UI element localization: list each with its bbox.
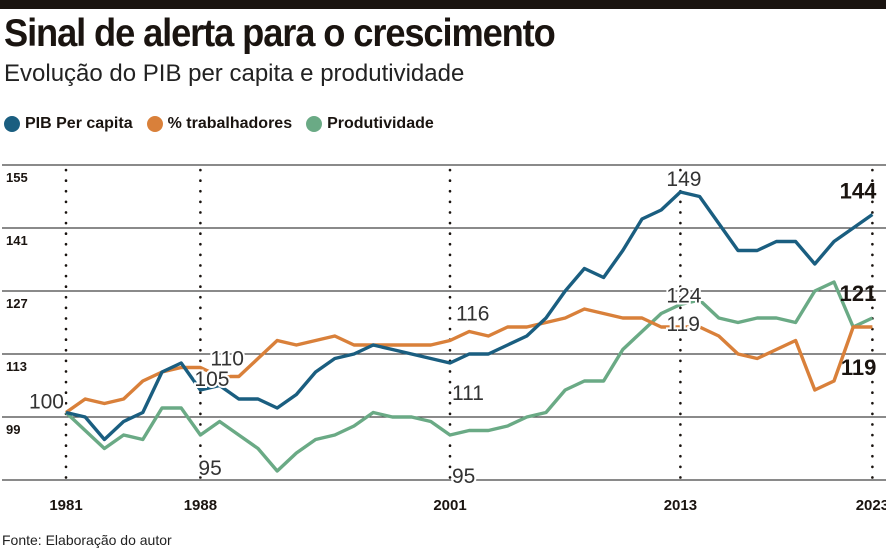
x-tick-label: 2023: [856, 497, 886, 514]
data-label: 144: [840, 179, 877, 204]
y-tick-label: 127: [6, 296, 28, 311]
legend-dot-icon: [306, 116, 323, 132]
data-label: 100: [29, 391, 64, 414]
x-tick-label: 1981: [49, 497, 82, 514]
y-tick-label: 113: [6, 359, 27, 374]
data-label: 95: [198, 457, 221, 480]
legend-label: % trabalhadores: [167, 115, 293, 132]
legend-label: Produtividade: [327, 115, 434, 132]
y-tick-label: 155: [6, 170, 28, 185]
data-label: 116: [456, 303, 489, 326]
data-label: 105: [194, 368, 229, 391]
chart-subtitle: Evolução do PIB per capita e produtivida…: [4, 60, 465, 87]
series-line-trabalhadores: [65, 307, 873, 414]
data-label: 149: [666, 168, 701, 191]
x-tick-label: 1988: [184, 497, 217, 514]
legend-item-produtividade: Produtividade: [306, 115, 434, 133]
source-note: Fonte: Elaboração do autor: [2, 532, 172, 548]
legend-label: PIB Per capita: [25, 115, 133, 132]
top-rule: [0, 0, 886, 9]
legend-dot-icon: [4, 116, 20, 132]
series-line-produtividade: [64, 280, 874, 473]
y-tick-label: 99: [6, 422, 20, 437]
y-tick-label: 141: [6, 233, 28, 248]
legend: PIB Per capita % trabalhadores Produtivi…: [4, 115, 434, 133]
data-label: 121: [840, 281, 877, 306]
chart-title: Sinal de alerta para o crescimento: [4, 12, 556, 55]
data-label: 124: [666, 285, 701, 308]
data-label: 95: [452, 465, 475, 488]
data-label: 110: [210, 348, 243, 371]
x-tick-label: 2013: [664, 497, 697, 514]
series-line-pib-per-capita: [65, 190, 874, 442]
legend-item-trabalhadores: % trabalhadores: [146, 115, 293, 133]
legend-item-pib: PIB Per capita: [4, 115, 133, 133]
x-tick-label: 2001: [433, 497, 466, 514]
data-label: 119: [666, 313, 699, 336]
data-label: 119: [841, 355, 877, 380]
data-label: 111: [452, 382, 484, 405]
legend-dot-icon: [146, 116, 163, 132]
